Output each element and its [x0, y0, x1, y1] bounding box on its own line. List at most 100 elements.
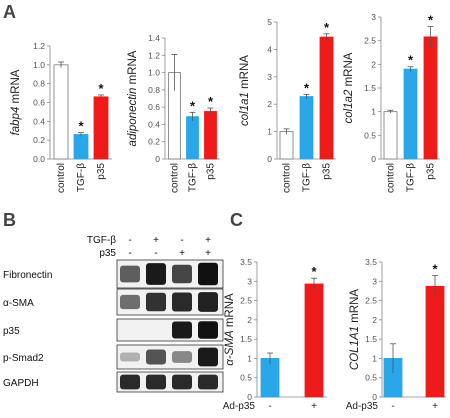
- blot-condition-sign: +: [205, 235, 211, 246]
- significance-marker: *: [428, 12, 434, 27]
- blot-band: [198, 262, 218, 286]
- y-tick-label: 2.5: [364, 36, 376, 46]
- bar: [279, 131, 294, 160]
- bar: [299, 96, 314, 160]
- y-tick-label: 5: [267, 17, 272, 27]
- blot-band: [198, 321, 218, 339]
- y-axis-label: col1a2 mRNA: [343, 52, 355, 123]
- y-tick-label: 1: [371, 107, 376, 117]
- category-label: p35: [206, 163, 217, 180]
- western-blot: TGF-β - + - + p35 - - + + Fibronectin α-SMA p35 p-Sma…: [3, 235, 224, 393]
- bar-charts: 0.0 0.2 0.4 0.6 0.8 1.0 1.2 fabp4 mRNA control * T…: [10, 12, 446, 412]
- category-label: -: [268, 401, 271, 412]
- y-tick-label: 0: [371, 154, 376, 164]
- category-label: -: [391, 401, 394, 412]
- y-tick-label: 0.5: [365, 373, 377, 383]
- category-label: +: [432, 401, 438, 412]
- blot-band: [120, 294, 140, 310]
- y-tick-label: 1.5: [364, 83, 376, 93]
- y-tick-label: 0.0: [33, 154, 45, 164]
- y-tick-label: 0.8: [33, 79, 45, 89]
- bar: [304, 283, 324, 398]
- blot-band: [120, 352, 140, 362]
- blot-condition-label: p35: [99, 248, 116, 259]
- bar: [423, 36, 438, 160]
- y-axis-label: fabp4 mRNA: [10, 69, 22, 135]
- y-tick-label: 3: [247, 276, 252, 286]
- category-label: TGF-β: [406, 163, 417, 192]
- category-label: p35: [96, 163, 107, 180]
- blot-row-label: α-SMA: [3, 298, 34, 309]
- x-axis-label: Ad-p35: [346, 401, 379, 412]
- blot-row: p35: [3, 318, 224, 342]
- y-axis-label-gene: COL1A1: [349, 326, 361, 370]
- blot-row-label: GAPDH: [3, 378, 39, 389]
- significance-marker: *: [432, 262, 438, 277]
- y-tick-label: 1.2: [33, 41, 45, 51]
- blot-condition-sign: -: [180, 235, 183, 246]
- blot-band: [172, 321, 192, 339]
- category-label: control: [170, 163, 181, 193]
- blot-row-label: Fibronectin: [3, 270, 52, 281]
- blot-condition-sign: +: [153, 235, 159, 246]
- bar: [93, 96, 109, 160]
- y-tick-label: 3: [371, 12, 376, 22]
- y-tick-label: 0.2: [33, 135, 45, 145]
- significance-marker: *: [208, 94, 214, 109]
- y-axis-label-gene: adiponectin: [127, 88, 139, 147]
- blot-condition-sign: -: [128, 235, 131, 246]
- blot-condition-label: TGF-β: [87, 235, 116, 246]
- bar: [319, 36, 334, 160]
- blot-band: [120, 265, 140, 283]
- blot-band: [172, 264, 192, 284]
- y-tick-label: 0: [247, 392, 252, 402]
- y-tick-label: 3.5: [365, 257, 377, 267]
- y-tick-label: 1.5: [240, 334, 252, 344]
- blot-band: [198, 347, 218, 367]
- significance-marker: *: [324, 20, 330, 35]
- y-tick-label: 2: [247, 315, 252, 325]
- blot-row: α-SMA: [3, 288, 224, 316]
- category-label: p35: [426, 163, 437, 180]
- y-axis-label-gene: col1a2: [343, 89, 355, 123]
- y-tick-label: 0.5: [240, 373, 252, 383]
- y-tick-label: 1.4: [148, 33, 160, 43]
- y-axis-label-suffix: mRNA: [127, 50, 139, 87]
- chart-1: 0.0 0.2 0.4 0.6 0.8 1.0 1.2 fabp4 mRNA control * T…: [10, 41, 112, 193]
- y-axis-label-suffix: mRNA: [349, 289, 361, 326]
- blot-band: [172, 351, 192, 363]
- blot-condition-sign: -: [154, 248, 157, 259]
- blot-band: [172, 374, 192, 390]
- y-axis-label-suffix: mRNA: [224, 293, 236, 330]
- bar: [383, 111, 398, 160]
- category-label: p35: [322, 163, 333, 180]
- y-tick-label: 2: [372, 315, 377, 325]
- panel-letter-c: C: [230, 210, 243, 230]
- blot-row: GAPDH: [3, 371, 224, 393]
- category-label: TGF-β: [188, 163, 199, 192]
- y-axis-label-gene: fabp4: [10, 107, 22, 136]
- chart-3: 0 1 2 3 4 5 col1a1 mRNA control * TGF-β * p35: [239, 17, 336, 193]
- y-tick-label: 0.4: [148, 119, 160, 129]
- blot-band: [120, 374, 140, 390]
- y-tick-label: 0: [372, 392, 377, 402]
- bar: [403, 68, 418, 160]
- chart-4: 0 0.5 1 1.5 2 2.5 3 col1a2 mRNA control * TGF-β * p3…: [343, 12, 440, 193]
- category-label: control: [386, 163, 397, 193]
- blot-condition-sign: +: [205, 248, 211, 259]
- y-axis-label-suffix: mRNA: [343, 52, 355, 89]
- x-axis-label: Ad-p35: [223, 401, 256, 412]
- y-tick-label: 1: [267, 127, 272, 137]
- blot-band: [146, 349, 166, 365]
- y-tick-label: 1.2: [148, 50, 160, 60]
- significance-marker: *: [78, 119, 84, 134]
- y-axis-label-gene: col1a1: [239, 92, 251, 126]
- category-label: control: [282, 163, 293, 193]
- significance-marker: *: [311, 264, 317, 279]
- y-tick-label: 1.0: [148, 68, 160, 78]
- blot-row-label: p-Smad2: [3, 353, 44, 364]
- y-axis-label: α-SMA mRNA: [224, 293, 236, 366]
- blot-strip: [116, 371, 224, 393]
- bar: [186, 116, 199, 160]
